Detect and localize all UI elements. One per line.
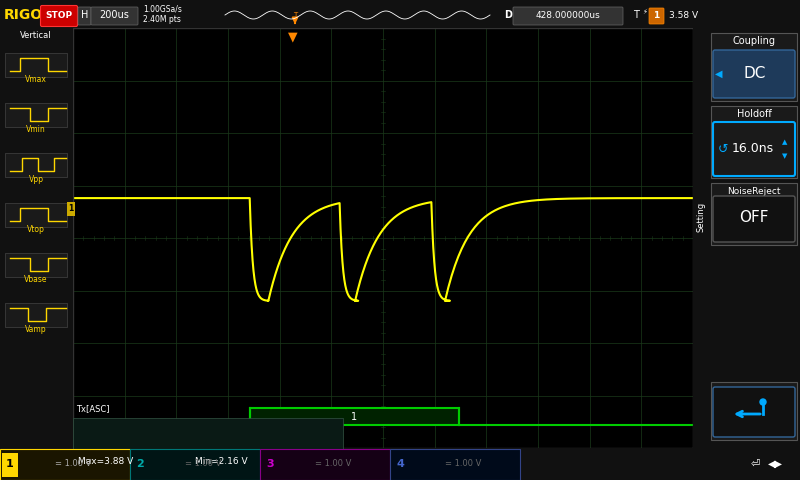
- Bar: [2, 453, 18, 477]
- Bar: [5, 153, 67, 177]
- FancyBboxPatch shape: [91, 7, 138, 25]
- Text: RIGOL: RIGOL: [4, 8, 52, 22]
- Text: STOP: STOP: [46, 11, 73, 20]
- Bar: [260, 449, 390, 480]
- Text: NoiseReject: NoiseReject: [727, 187, 781, 195]
- Text: = 1.00 V: = 1.00 V: [55, 459, 91, 468]
- Circle shape: [760, 399, 766, 405]
- Text: 3.58 V: 3.58 V: [669, 11, 698, 20]
- Text: Max=3.88 V: Max=3.88 V: [78, 457, 134, 467]
- Text: 4: 4: [396, 459, 404, 469]
- Bar: [711, 382, 797, 440]
- Text: ▲: ▲: [782, 139, 788, 145]
- Text: 1.00GSa/s: 1.00GSa/s: [143, 4, 182, 13]
- Text: = 1.00 V: = 1.00 V: [185, 459, 221, 468]
- Text: ⚡: ⚡: [642, 9, 647, 15]
- Text: 16.0ns: 16.0ns: [732, 143, 774, 156]
- Text: 200us: 200us: [99, 10, 129, 20]
- Bar: [0, 449, 130, 480]
- FancyBboxPatch shape: [78, 7, 91, 25]
- Bar: [130, 449, 260, 480]
- Text: 1: 1: [6, 459, 14, 469]
- Text: Vertical: Vertical: [20, 32, 52, 40]
- Text: ◀: ◀: [694, 193, 702, 203]
- Bar: [693, 28, 800, 448]
- Text: Vtop: Vtop: [27, 226, 45, 235]
- FancyBboxPatch shape: [713, 122, 795, 176]
- Text: Setting: Setting: [697, 202, 706, 232]
- Text: Vmax: Vmax: [25, 75, 47, 84]
- Text: = 1.00 V: = 1.00 V: [445, 459, 481, 468]
- Text: T: T: [293, 12, 297, 18]
- FancyBboxPatch shape: [41, 5, 78, 26]
- Bar: [73, 28, 693, 448]
- Bar: [250, 408, 458, 425]
- Bar: [67, 202, 75, 216]
- Text: B1: B1: [57, 420, 67, 430]
- Text: Vpp: Vpp: [29, 176, 43, 184]
- Bar: [0, 28, 73, 448]
- Text: ▼: ▼: [782, 153, 788, 159]
- Text: 1: 1: [68, 204, 74, 213]
- Text: Vbase: Vbase: [24, 276, 48, 285]
- Bar: [5, 253, 67, 277]
- Bar: [73, 28, 693, 448]
- Bar: [5, 303, 67, 327]
- Text: DC: DC: [744, 67, 766, 82]
- Bar: [5, 53, 67, 77]
- FancyBboxPatch shape: [513, 7, 623, 25]
- Text: ◀: ◀: [715, 69, 722, 79]
- Text: H: H: [81, 10, 88, 20]
- Text: ◀▶: ◀▶: [767, 459, 782, 469]
- Bar: [390, 449, 520, 480]
- Text: ↺: ↺: [718, 143, 728, 156]
- Text: = 1.00 V: = 1.00 V: [315, 459, 351, 468]
- Text: 2: 2: [136, 459, 144, 469]
- FancyBboxPatch shape: [649, 8, 664, 24]
- Text: OFF: OFF: [739, 211, 769, 226]
- Bar: [0, 0, 800, 28]
- Text: Vamp: Vamp: [25, 325, 47, 335]
- Text: ▼: ▼: [288, 30, 298, 43]
- Bar: [5, 103, 67, 127]
- Bar: [5, 203, 67, 227]
- FancyBboxPatch shape: [713, 387, 795, 437]
- Text: 428.000000us: 428.000000us: [536, 11, 600, 20]
- Bar: [711, 183, 797, 245]
- FancyBboxPatch shape: [713, 196, 795, 242]
- Text: 1: 1: [654, 11, 660, 20]
- Text: ⏎: ⏎: [750, 459, 760, 469]
- Text: T: T: [633, 10, 639, 20]
- Text: Holdoff: Holdoff: [737, 109, 771, 119]
- Bar: [711, 33, 797, 101]
- Text: Vmin: Vmin: [26, 125, 46, 134]
- Text: Min=2.16 V: Min=2.16 V: [195, 457, 248, 467]
- Text: D: D: [504, 10, 512, 20]
- Text: 1: 1: [351, 411, 358, 421]
- Text: 2.40M pts: 2.40M pts: [143, 15, 181, 24]
- Text: Coupling: Coupling: [733, 36, 775, 46]
- Text: 3: 3: [266, 459, 274, 469]
- Bar: [711, 106, 797, 178]
- Bar: [0, 448, 800, 480]
- FancyBboxPatch shape: [713, 50, 795, 98]
- Text: Tx[ASC]: Tx[ASC]: [76, 404, 110, 413]
- Bar: [73, 418, 343, 449]
